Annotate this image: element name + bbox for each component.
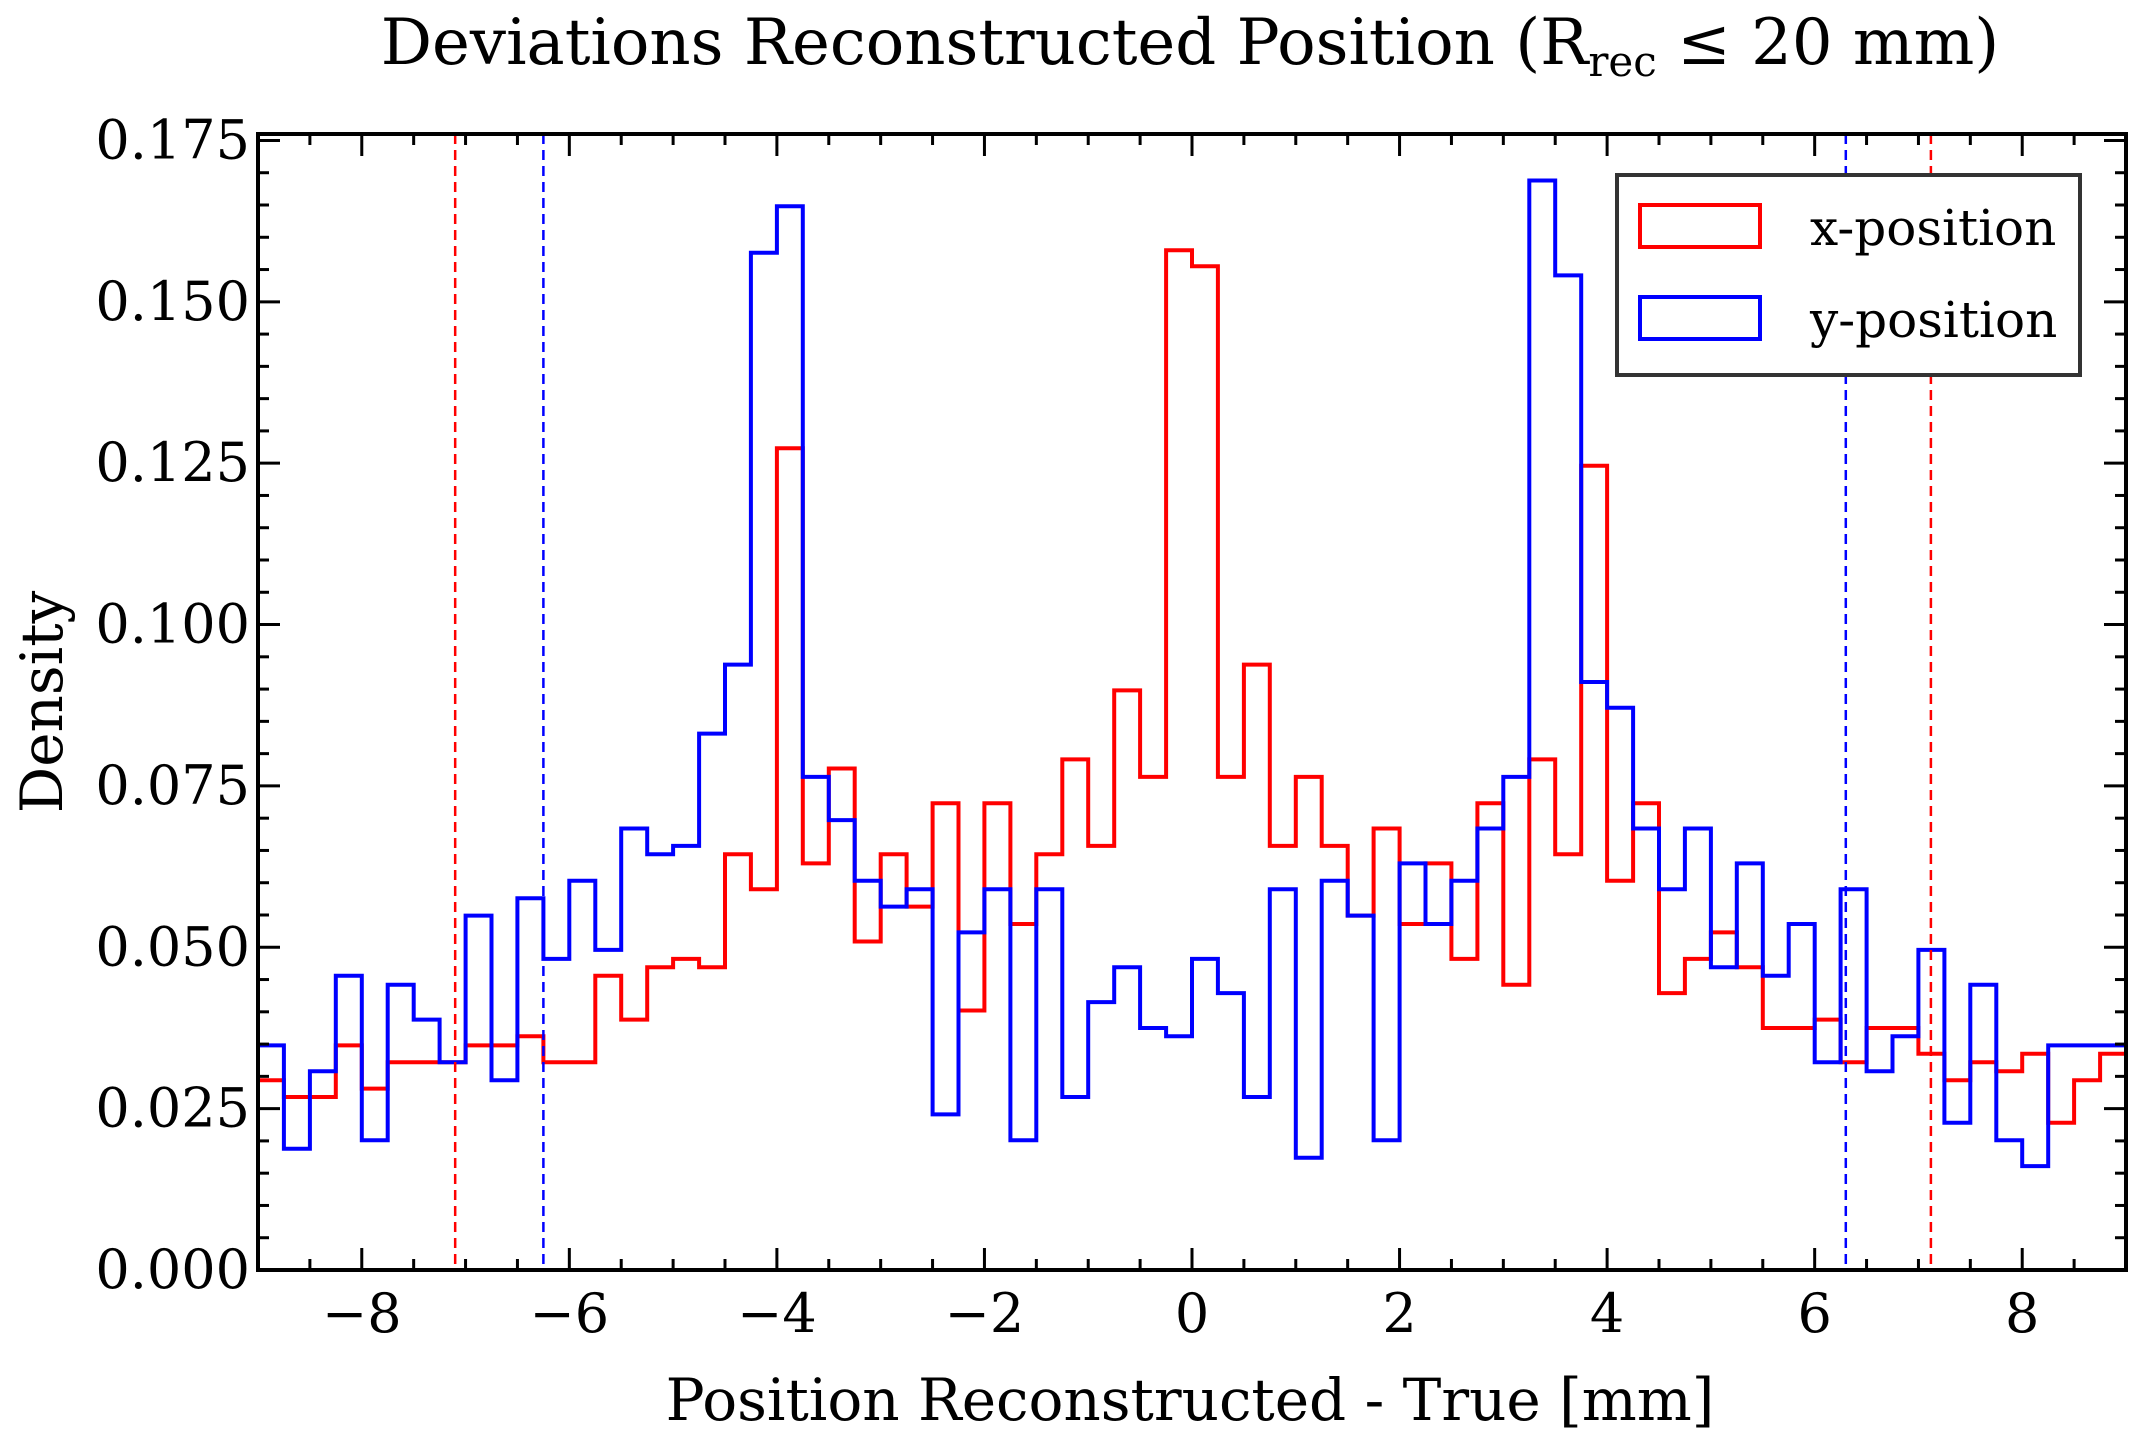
ticks: −8 −6 −4 −2 0 2 4 6 8 0.000 0.025 0.050 0.075 0.100 0.… [95,108,2128,1345]
legend: x-position y-position [1615,173,2082,377]
y-tick-label: 0.000 [95,1238,250,1301]
chart-title-suffix: ≤ 20 mm) [1657,6,1999,80]
chart-title-subscript: rec [1588,37,1656,86]
x-tick-label: 4 [1590,1282,1624,1345]
x-tick-label: −6 [530,1282,610,1345]
legend-swatch-y-position [1638,295,1762,341]
x-tick-label: −2 [945,1282,1025,1345]
y-tick-label: 0.050 [95,915,250,978]
x-tick-label: 0 [1175,1282,1209,1345]
legend-label-x-position: x-position [1810,199,2056,257]
x-tick-label: −8 [322,1282,402,1345]
series-layer [258,178,2126,1169]
y-tick-label: 0.175 [95,108,250,171]
x-tick-label: −4 [737,1282,817,1345]
legend-box [1615,173,2082,377]
chart-title: Deviations Reconstructed Position (Rrec … [381,6,2000,86]
y-axis-label: Density [8,590,76,813]
y-tick-label: 0.075 [95,754,250,817]
y-tick-label: 0.025 [95,1077,250,1140]
y-tick-label: 0.150 [95,270,250,333]
y-tick-label: 0.100 [95,593,250,656]
x-tick-label: 2 [1382,1282,1416,1345]
legend-swatch-x-position [1638,203,1762,249]
x-axis-label: Position Reconstructed - True [mm] [666,1366,1715,1434]
y-tick-label: 0.125 [95,431,250,494]
chart-title-main: Deviations Reconstructed Position (R [381,6,1590,80]
x-tick-label: 8 [2005,1282,2039,1345]
reference-lines [453,134,1933,1270]
series-y-position-steps [258,178,2126,1169]
x-tick-label: 6 [1797,1282,1831,1345]
legend-label-y-position: y-position [1809,291,2057,349]
